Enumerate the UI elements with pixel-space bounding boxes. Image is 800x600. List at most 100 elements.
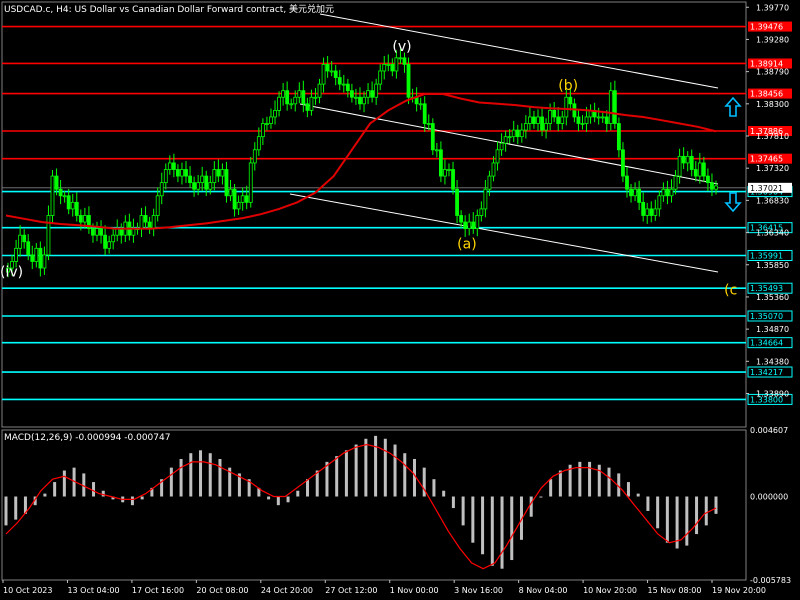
macd-histogram-bar [53, 482, 57, 497]
time-tick-label: 27 Oct 12:00 [325, 586, 377, 595]
price-tick-label: 1.39280 [756, 35, 789, 44]
down-arrow-icon [724, 192, 742, 213]
candle-body [301, 90, 306, 105]
candle-body [637, 188, 642, 203]
candle-body [422, 103, 427, 124]
candle-body [200, 175, 205, 184]
candle-body [475, 215, 480, 230]
macd-histogram-bar [626, 482, 630, 497]
macd-histogram-bar [704, 496, 708, 526]
candle-body [701, 162, 706, 177]
macd-panel: 0.004607 0.000000 -0.005783 [4, 426, 791, 585]
macd-histogram-bar [247, 479, 251, 497]
support-price-label: 1.34217 [750, 368, 783, 377]
macd-histogram-bar [257, 487, 261, 497]
channel-middle-line [299, 103, 719, 185]
candle-body [50, 175, 55, 216]
candle-body [107, 241, 112, 249]
macd-histogram-bar [237, 473, 241, 497]
time-tick-label: 3 Nov 16:00 [454, 586, 503, 595]
candle-body [82, 215, 87, 223]
trend-channel[interactable] [289, 13, 719, 273]
macd-histogram-bar [276, 496, 280, 506]
macd-histogram-bar [481, 496, 485, 555]
candle-body [115, 228, 120, 236]
macd-tick-label: 0.000000 [750, 493, 788, 502]
macd-histogram-bar [92, 482, 96, 497]
macd-histogram-bar [529, 496, 533, 517]
macd-histogram-bar [383, 438, 387, 497]
macd-histogram-bar [14, 496, 18, 520]
candle-body [273, 109, 277, 118]
candle-body [10, 261, 14, 269]
candle-body [151, 215, 156, 230]
time-tick-label: 8 Nov 04:00 [519, 586, 568, 595]
resistance-price-label: 1.38456 [750, 90, 783, 99]
candle-body [260, 123, 265, 138]
macd-histogram-bar [393, 444, 397, 497]
moving-average [5, 93, 717, 230]
candle-body [22, 234, 27, 243]
candle-body [568, 96, 573, 105]
candle-body [710, 182, 714, 190]
macd-histogram-bar [461, 496, 465, 526]
horizontal-levels[interactable]: 1.394761.389141.384561.378861.374651.369… [2, 21, 793, 405]
candle-body [159, 182, 164, 197]
macd-histogram-bar [306, 479, 310, 497]
macd-histogram-bar [140, 496, 144, 500]
price-tick-label: 1.36340 [756, 229, 789, 238]
candle-body [91, 228, 95, 236]
macd-histogram-bar [62, 470, 66, 497]
arrows [724, 96, 742, 213]
current-price-label: 1.37021 [750, 184, 783, 193]
candle-body [471, 221, 476, 230]
macd-histogram-bar [510, 496, 514, 561]
candle-body [289, 103, 294, 106]
candle-body [248, 162, 253, 203]
time-tick-label: 10 Nov 20:00 [583, 586, 637, 595]
candle-body [46, 215, 51, 256]
support-price-label: 1.35070 [750, 312, 783, 321]
candle-body [552, 109, 557, 118]
macd-histogram-bar [617, 473, 621, 497]
candle-body [54, 175, 59, 190]
candle-body [532, 116, 536, 124]
macd-histogram-bar [412, 458, 416, 497]
candle-body [208, 182, 213, 190]
candle-body [26, 241, 31, 256]
candle-body [596, 116, 601, 119]
candle-body [689, 155, 694, 170]
time-tick-label: 15 Nov 08:00 [648, 586, 702, 595]
support-price-label: 1.34664 [750, 339, 783, 348]
macd-histogram-bar [539, 496, 543, 498]
resistance-price-label: 1.37886 [750, 127, 783, 136]
candle-body [143, 215, 148, 223]
candle-body [418, 103, 423, 106]
candle-body [155, 195, 160, 216]
candle-body [544, 123, 548, 131]
macd-histogram-bar [490, 496, 494, 566]
macd-histogram-bar [374, 435, 378, 497]
wave-label: (v) [392, 39, 411, 55]
candle-body [438, 149, 443, 177]
macd-histogram-bar [208, 453, 212, 497]
candle-body [6, 267, 10, 273]
candle-body [321, 64, 326, 85]
resistance-price-tag [748, 88, 792, 99]
price-panel-frame [1, 1, 747, 428]
candle-body [649, 208, 654, 216]
candle-body [192, 182, 197, 190]
candle-body [366, 90, 370, 98]
candle-body [265, 123, 269, 125]
candle-body [491, 162, 496, 177]
wave-label: (a) [457, 237, 477, 253]
candle-body [42, 254, 47, 269]
candle-body [608, 90, 613, 124]
candle-body [345, 83, 350, 92]
candle-body [224, 169, 229, 197]
macd-histogram-bar [150, 487, 154, 497]
time-tick-label: 10 Oct 2023 [3, 586, 52, 595]
price-tick-label: 1.35360 [756, 293, 789, 302]
macd-histogram-bar [568, 464, 572, 497]
